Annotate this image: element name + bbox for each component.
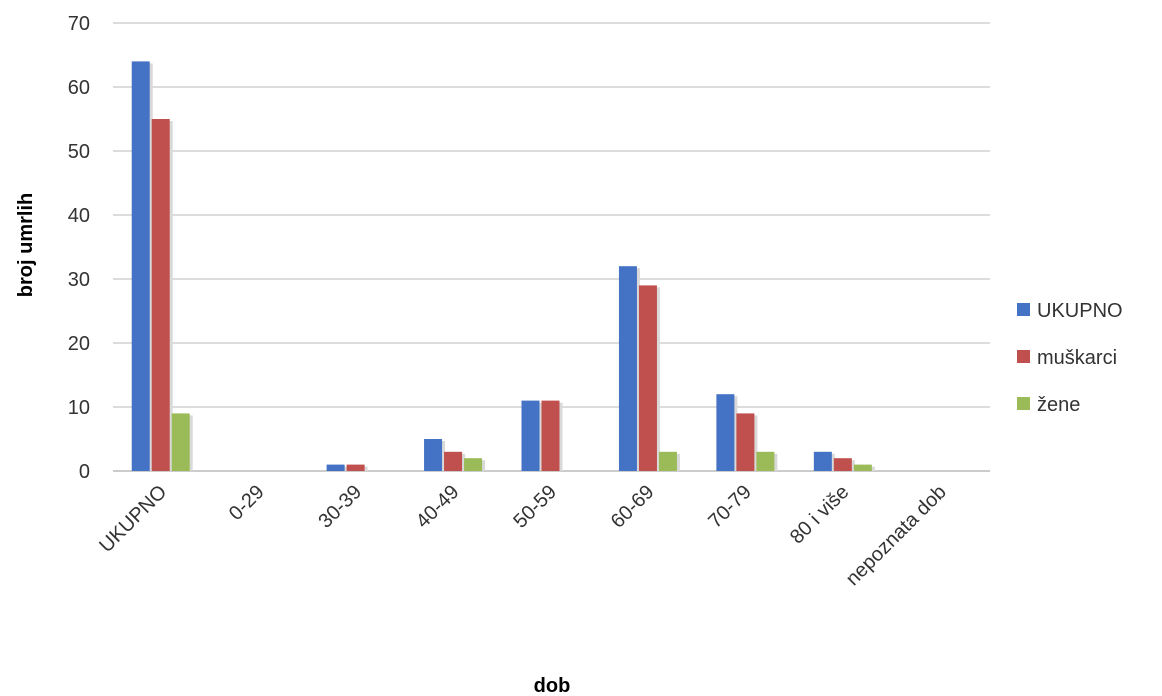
y-tick-label: 20 [68,333,90,355]
bar [151,119,170,471]
bar [813,451,832,471]
bars [131,61,875,472]
gridlines [113,22,990,472]
bar [638,285,657,471]
y-tick-label: 10 [68,397,90,419]
y-tick-label: 40 [68,205,90,227]
legend: UKUPNO muškarci žene [1017,300,1123,416]
bar [424,439,443,471]
x-tick-label: 40-49 [412,481,464,533]
bar [658,451,677,471]
bar [171,413,190,471]
legend-label: UKUPNO [1037,300,1123,322]
bar [464,458,483,471]
bar [853,464,872,471]
bar [833,458,852,471]
y-axis-ticks: 0 10 20 30 40 50 60 70 [68,13,90,483]
x-axis-ticks: UKUPNO 0-29 30-39 40-49 50-59 60-69 70-79 80 i … [95,481,951,590]
bar [618,266,637,471]
y-tick-label: 60 [68,77,90,99]
x-tick-label: 60-69 [607,481,659,533]
legend-swatch [1017,397,1030,410]
bar [756,451,775,471]
x-tick-label: 0-29 [225,481,269,525]
y-tick-label: 50 [68,141,90,163]
x-tick-label: 30-39 [314,481,366,533]
bar [131,61,150,472]
x-tick-label: 50-59 [509,481,561,533]
legend-swatch [1017,350,1030,363]
legend-label: muškarci [1037,347,1117,369]
legend-label: žene [1037,394,1080,416]
bar [716,394,735,471]
x-tick-label: UKUPNO [95,481,171,557]
bar [736,413,755,471]
y-tick-label: 30 [68,269,90,291]
y-axis-title: broj umrlih [15,193,37,297]
legend-swatch [1017,303,1030,316]
x-tick-label: 70-79 [704,481,756,533]
y-tick-label: 0 [79,461,90,483]
y-tick-label: 70 [68,13,90,35]
bar [326,464,345,471]
bar [444,451,463,471]
bar [346,464,365,471]
x-tick-label: 80 i više [786,481,853,548]
x-tick-label: nepoznata dob [842,481,951,590]
x-axis-title: dob [534,675,571,696]
bar [541,400,560,471]
bar [521,400,540,471]
